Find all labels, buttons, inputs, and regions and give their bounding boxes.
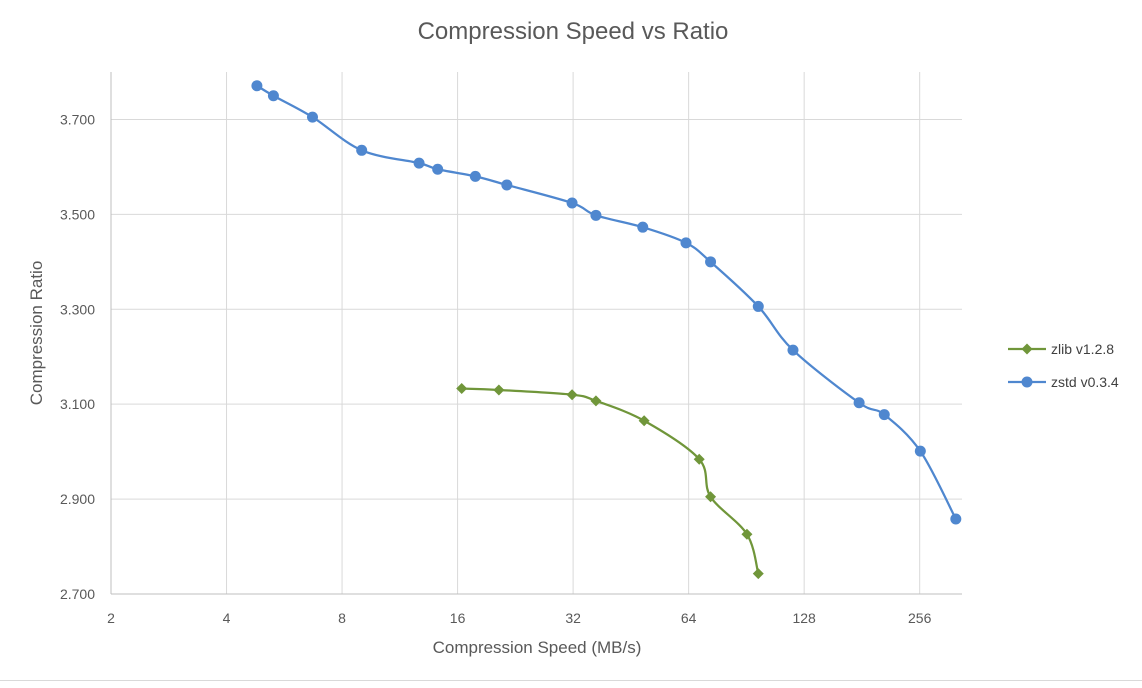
y-tick-label: 2.900: [60, 491, 95, 507]
zlib-data-point: [493, 384, 505, 396]
zlib-data-point: [693, 453, 705, 465]
zlib-data-point: [741, 528, 753, 540]
x-tick-label: 256: [908, 610, 932, 626]
zstd-data-point: [306, 111, 318, 123]
zstd-data-point: [469, 170, 481, 182]
y-tick-label: 3.500: [60, 206, 95, 222]
y-tick-label: 2.700: [60, 586, 95, 602]
zstd-data-point: [637, 221, 649, 233]
y-tick-label: 3.700: [60, 111, 95, 127]
series-layer: [251, 80, 962, 580]
legend-marker: [1021, 343, 1033, 355]
zlib-data-point: [456, 383, 468, 395]
zstd-data-point: [705, 256, 717, 268]
zstd-data-point: [251, 80, 263, 92]
zstd-data-point: [752, 300, 764, 312]
x-tick-label: 128: [792, 610, 816, 626]
zstd-data-point: [950, 513, 962, 525]
legend-label: zstd v0.3.4: [1051, 374, 1119, 390]
x-tick-label: 2: [107, 610, 115, 626]
x-tick-label: 4: [223, 610, 231, 626]
chart-title: Compression Speed vs Ratio: [418, 18, 729, 45]
zstd-data-point: [501, 179, 513, 191]
zlib-series-line: [461, 387, 760, 574]
zstd-data-point: [680, 237, 692, 249]
zstd-data-point: [590, 209, 602, 221]
zstd-data-point: [914, 445, 926, 457]
tick-layer: 2.700 2.900 3.100 3.300 3.500 3.700 2 4 8 16 32 64 1…: [60, 111, 932, 626]
x-tick-label: 64: [681, 610, 697, 626]
zlib-data-point: [566, 389, 578, 401]
y-tick-label: 3.300: [60, 301, 95, 317]
zstd-data-point: [267, 90, 279, 102]
grid-layer: [110, 72, 962, 595]
x-tick-label: 32: [565, 610, 581, 626]
bottom-border: [0, 680, 1142, 681]
zlib-data-point: [638, 415, 650, 427]
x-axis-title: Compression Speed (MB/s): [433, 638, 642, 657]
zstd-data-point: [413, 157, 425, 169]
series-zstd: [251, 80, 962, 525]
x-tick-label: 16: [450, 610, 466, 626]
legend-label: zlib v1.2.8: [1051, 341, 1114, 357]
zstd-data-point: [878, 409, 890, 421]
zstd-data-point: [787, 344, 799, 356]
zlib-data-point: [705, 491, 717, 503]
legend-marker: [1021, 376, 1033, 388]
zlib-data-point: [590, 395, 602, 407]
y-axis-title: Compression Ratio: [27, 261, 46, 406]
zstd-data-point: [356, 144, 368, 156]
zstd-data-point: [432, 163, 444, 175]
x-tick-label: 8: [338, 610, 346, 626]
series-zlib: [456, 383, 764, 580]
legend: zlib v1.2.8 zstd v0.3.4: [1008, 341, 1119, 390]
legend-item-zlib: zlib v1.2.8: [1008, 341, 1114, 357]
legend-item-zstd: zstd v0.3.4: [1008, 374, 1119, 390]
y-tick-label: 3.100: [60, 396, 95, 412]
zstd-data-point: [853, 397, 865, 409]
zlib-data-point: [752, 568, 764, 580]
zstd-data-point: [566, 197, 578, 209]
